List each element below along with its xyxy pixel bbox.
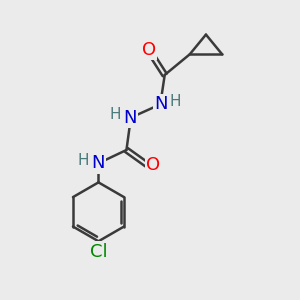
Text: O: O xyxy=(146,156,160,174)
Text: H: H xyxy=(110,107,121,122)
Text: H: H xyxy=(77,153,89,168)
Text: O: O xyxy=(142,41,156,59)
Text: H: H xyxy=(170,94,182,109)
Text: N: N xyxy=(154,95,168,113)
Text: Cl: Cl xyxy=(90,243,107,261)
Text: N: N xyxy=(92,154,105,172)
Text: N: N xyxy=(124,109,137,127)
